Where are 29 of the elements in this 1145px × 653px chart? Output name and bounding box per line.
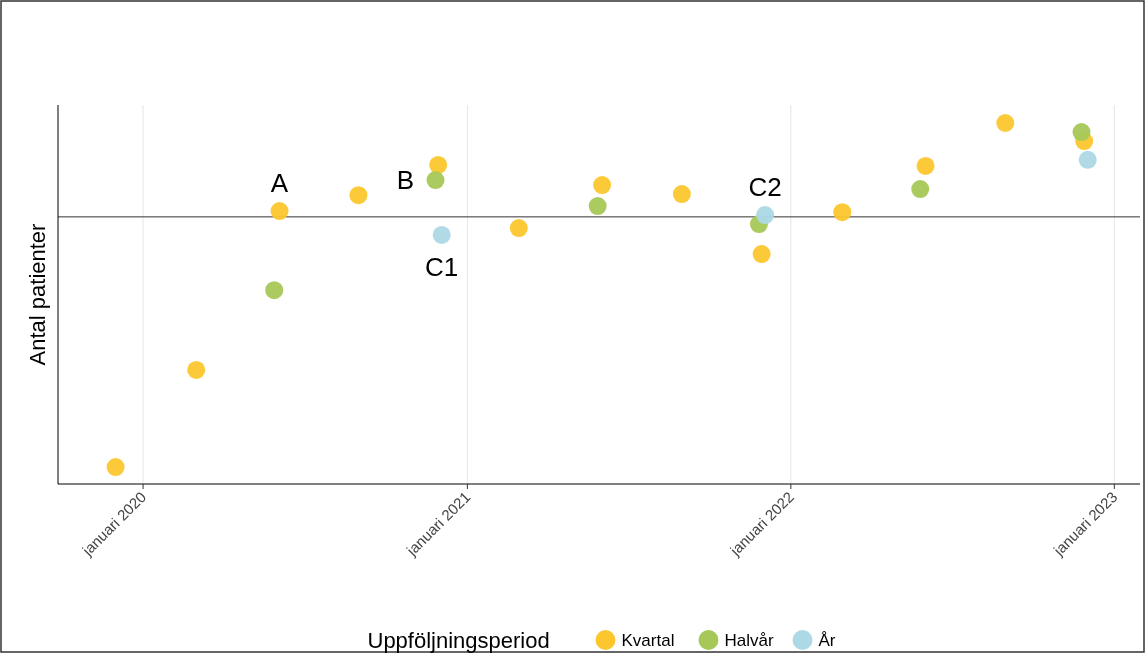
point [756,206,775,225]
point [349,186,368,205]
point [672,185,691,204]
point [265,281,284,300]
point [432,225,451,244]
point [752,245,771,264]
legend-label: År [818,631,836,650]
point [911,180,930,199]
point [1072,123,1091,142]
point [426,171,445,190]
point [996,114,1015,132]
point [429,155,448,174]
legend-title: Uppföljningsperiod [367,628,550,653]
legend-label: Halvår [724,631,774,650]
annotation: A [270,168,289,199]
point [106,458,125,477]
point [833,203,852,222]
point [187,360,206,379]
point [593,176,612,195]
point [270,202,289,221]
point [916,156,935,175]
point [509,219,528,238]
y-axis-title: Antal patienter [25,223,50,366]
annotation: C1 [425,251,459,282]
point [1078,150,1097,169]
point [588,197,607,216]
legend-label: Kvartal [621,631,675,650]
annotation: B [396,165,415,196]
annotation: C2 [748,172,782,203]
